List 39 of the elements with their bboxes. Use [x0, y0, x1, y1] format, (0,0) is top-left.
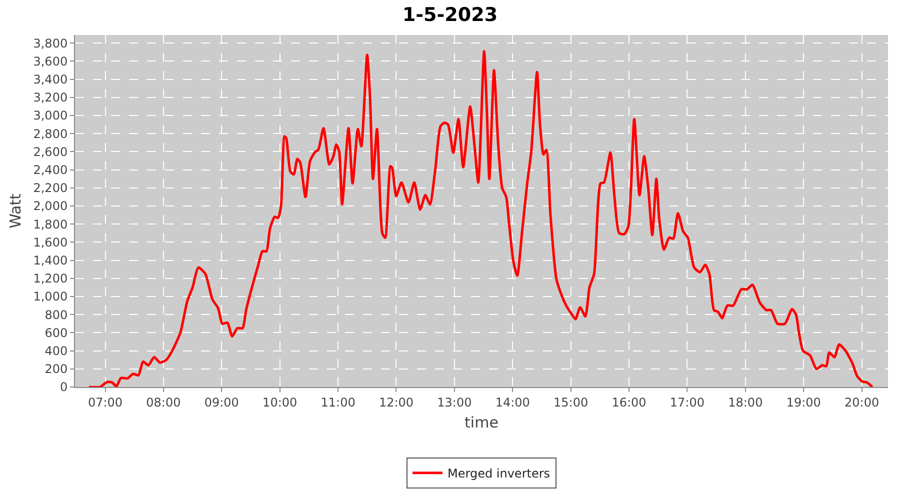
- x-tick-label: 14:00: [495, 395, 530, 410]
- x-tick-label: 12:00: [378, 395, 414, 410]
- line-series: [88, 50, 874, 387]
- y-tick-label: 2,000: [33, 199, 68, 214]
- y-tick-label: 800: [44, 308, 68, 322]
- x-tick-label: 07:00: [88, 395, 123, 410]
- legend-label: Merged inverters: [448, 466, 550, 481]
- x-tick-label: 08:00: [146, 395, 181, 410]
- y-tick-label: 2,800: [33, 126, 68, 141]
- y-tick-label: 1,600: [33, 235, 68, 250]
- x-tick-label: 09:00: [204, 395, 239, 410]
- y-tick-label: 600: [44, 326, 68, 340]
- y-tick-label: 1,800: [33, 217, 68, 232]
- x-tick-label: 15:00: [554, 395, 588, 410]
- x-tick-label: 10:00: [262, 395, 298, 410]
- y-tick-label: 200: [44, 362, 68, 376]
- x-tick-label: 13:00: [437, 395, 472, 410]
- y-tick-label: 0: [60, 380, 68, 394]
- x-tick-label: 19:00: [786, 395, 821, 410]
- y-tick-label: 2,400: [33, 163, 68, 178]
- y-tick-label: 1,400: [33, 254, 68, 268]
- y-tick-label: 3,000: [33, 108, 68, 123]
- y-tick-label: 2,600: [33, 144, 68, 159]
- chart-title: 1-5-2023: [402, 4, 498, 26]
- y-tick-label: 1,200: [33, 272, 68, 286]
- x-tick-label: 16:00: [612, 395, 646, 410]
- y-tick-label: 3,200: [33, 90, 68, 105]
- x-tick-label: 18:00: [728, 395, 763, 410]
- y-tick-label: 3,600: [33, 54, 68, 68]
- y-tick-label: 400: [44, 344, 68, 358]
- x-axis-title: time: [464, 413, 498, 432]
- y-tick-label: 3,800: [33, 36, 68, 50]
- y-tick-label: 3,400: [33, 72, 68, 87]
- x-tick-label: 11:00: [320, 395, 356, 410]
- y-tick-label: 1,000: [33, 290, 68, 304]
- y-axis-title: Watt: [6, 193, 24, 228]
- x-tick-label: 17:00: [670, 395, 705, 410]
- y-tick-label: 2,200: [33, 181, 68, 196]
- x-tick-label: 20:00: [844, 395, 880, 410]
